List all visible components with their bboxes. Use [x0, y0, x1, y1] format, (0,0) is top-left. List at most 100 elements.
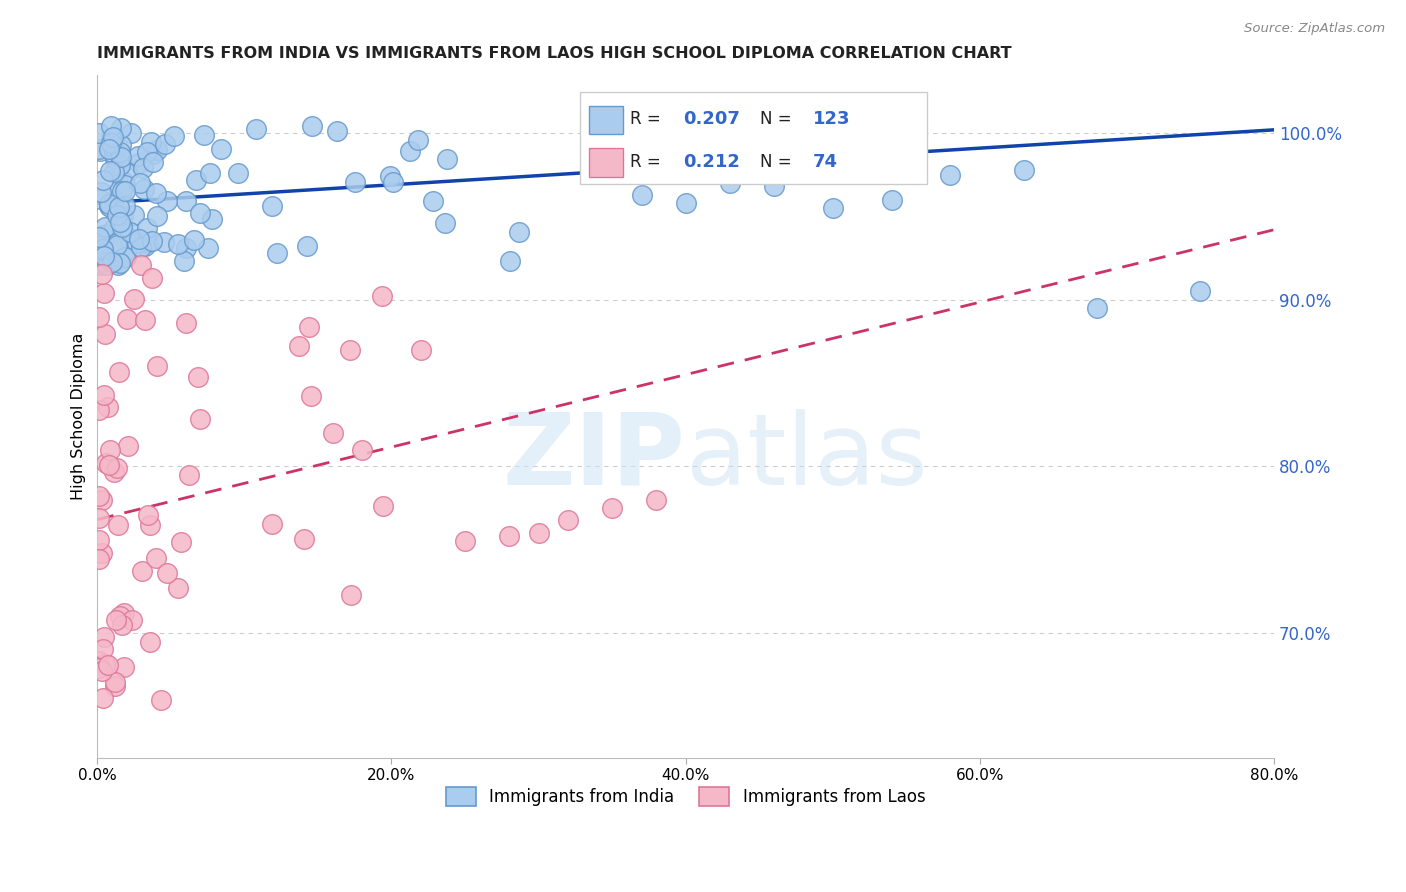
- Point: [193, 128, 215, 143]
- Point: [156, 194, 179, 209]
- Text: N =: N =: [759, 153, 797, 171]
- Point: [127, 149, 149, 163]
- Text: R =: R =: [630, 111, 666, 128]
- Point: [93, 286, 115, 301]
- Point: [100, 136, 122, 150]
- Point: [188, 206, 211, 220]
- Point: [262, 199, 284, 213]
- Point: [103, 146, 125, 161]
- Point: [122, 292, 145, 306]
- Point: [630, 187, 652, 202]
- Point: [108, 214, 131, 228]
- Point: [454, 534, 477, 549]
- Point: [1087, 301, 1109, 315]
- Point: [339, 343, 361, 357]
- Point: [89, 126, 111, 140]
- Point: [105, 236, 128, 251]
- Point: [110, 150, 132, 164]
- Point: [322, 425, 344, 440]
- Point: [406, 133, 429, 147]
- Point: [91, 173, 114, 187]
- Point: [91, 227, 114, 242]
- Point: [87, 142, 110, 156]
- Point: [675, 196, 697, 211]
- Point: [111, 184, 134, 198]
- Point: [128, 156, 150, 170]
- Point: [97, 657, 120, 672]
- Point: [90, 492, 112, 507]
- Point: [557, 512, 579, 526]
- Point: [96, 258, 118, 272]
- Point: [87, 510, 110, 524]
- Point: [110, 138, 132, 153]
- Point: [108, 256, 131, 270]
- Point: [352, 442, 374, 457]
- Point: [129, 240, 152, 254]
- Text: 0.212: 0.212: [683, 153, 740, 171]
- Point: [378, 169, 401, 184]
- Point: [169, 535, 191, 549]
- Point: [107, 258, 129, 272]
- Point: [96, 252, 118, 266]
- Point: [104, 152, 127, 166]
- Point: [91, 267, 114, 281]
- Point: [117, 231, 139, 245]
- Point: [288, 339, 311, 353]
- Point: [89, 145, 111, 159]
- Point: [174, 316, 197, 330]
- Point: [115, 311, 138, 326]
- Point: [527, 525, 550, 540]
- Legend: Immigrants from India, Immigrants from Laos: Immigrants from India, Immigrants from L…: [437, 778, 934, 814]
- Text: ZIP: ZIP: [503, 409, 686, 506]
- Point: [821, 201, 844, 215]
- Point: [121, 613, 143, 627]
- Point: [499, 253, 522, 268]
- Point: [94, 327, 117, 342]
- Point: [198, 166, 221, 180]
- Point: [89, 192, 111, 206]
- Point: [136, 145, 159, 159]
- Text: 0.207: 0.207: [683, 111, 740, 128]
- Point: [105, 238, 128, 252]
- Point: [173, 254, 195, 268]
- Point: [98, 200, 121, 214]
- Point: [91, 665, 114, 679]
- Point: [436, 152, 458, 166]
- Point: [153, 136, 176, 151]
- Text: Source: ZipAtlas.com: Source: ZipAtlas.com: [1244, 22, 1385, 36]
- Point: [370, 288, 392, 302]
- Point: [103, 220, 125, 235]
- Point: [1189, 285, 1212, 299]
- Point: [101, 130, 124, 145]
- Point: [108, 145, 131, 159]
- Point: [111, 220, 134, 235]
- Point: [114, 178, 136, 192]
- Point: [105, 614, 128, 628]
- Point: [91, 642, 114, 657]
- Text: R =: R =: [630, 153, 666, 171]
- Point: [433, 216, 456, 230]
- Point: [100, 130, 122, 145]
- Text: 123: 123: [813, 111, 851, 128]
- Point: [108, 200, 131, 214]
- Point: [381, 175, 404, 189]
- Point: [111, 174, 134, 188]
- Point: [107, 253, 129, 268]
- Text: N =: N =: [759, 111, 797, 128]
- Point: [87, 533, 110, 548]
- Point: [174, 194, 197, 208]
- Point: [226, 166, 249, 180]
- Point: [600, 500, 623, 515]
- Point: [107, 518, 129, 533]
- Point: [146, 143, 169, 157]
- Point: [104, 675, 127, 690]
- FancyBboxPatch shape: [589, 148, 623, 177]
- Point: [153, 235, 176, 250]
- Point: [141, 234, 163, 248]
- Point: [201, 212, 224, 227]
- Text: IMMIGRANTS FROM INDIA VS IMMIGRANTS FROM LAOS HIGH SCHOOL DIPLOMA CORRELATION CH: IMMIGRANTS FROM INDIA VS IMMIGRANTS FROM…: [97, 46, 1012, 62]
- Point: [266, 246, 288, 260]
- Point: [128, 176, 150, 190]
- Point: [645, 492, 668, 507]
- Point: [103, 466, 125, 480]
